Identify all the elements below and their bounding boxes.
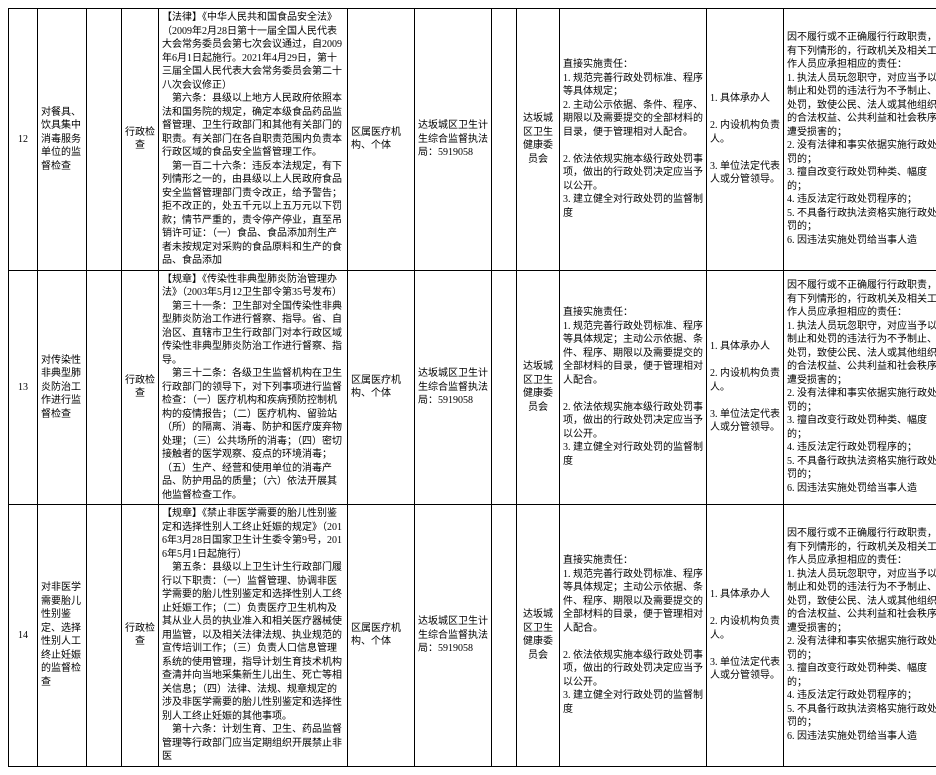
law-basis: 【法律】《中华人民共和国食品安全法》（2009年2月28日第十一届全国人民代表大… [159, 9, 348, 271]
region-authority: 达坂城区卫生健康委员会 [517, 505, 560, 767]
org-scope: 区属医疗机构、个体 [348, 270, 415, 505]
blank-cell [492, 505, 517, 767]
blank-cell [87, 9, 122, 271]
org-scope: 区属医疗机构、个体 [348, 505, 415, 767]
item-name: 对传染性非典型肺炎防治工作进行监督检查 [38, 270, 87, 505]
blank-cell [492, 9, 517, 271]
accountability-text: 因不履行或不正确履行行政职责，有下列情形的，行政机关及相关工作人员应承担相应的责… [784, 505, 936, 767]
person-text: 1. 具体承办人 2. 内设机构负责人。 3. 单位法定代表人或分管领导。 [707, 505, 784, 767]
region-authority: 达坂城区卫生健康委员会 [517, 270, 560, 505]
blank-cell [87, 270, 122, 505]
org-scope: 区属医疗机构、个体 [348, 9, 415, 271]
agency-info: 达坂城区卫生计生综合监督执法局：5919058 [415, 505, 492, 767]
person-text: 1. 具体承办人 2. 内设机构负责人。 3. 单位法定代表人或分管领导。 [707, 9, 784, 271]
row-index: 14 [9, 505, 38, 767]
table-row: 12对餐具、饮具集中消毒服务单位的监督检查行政检查【法律】《中华人民共和国食品安… [9, 9, 936, 271]
law-basis: 【规章】《传染性非典型肺炎防治管理办法》（2003年5月12卫生部令第35号发布… [159, 270, 348, 505]
item-name: 对非医学需要胎儿性别鉴定、选择性别人工终止妊娠的监督检查 [38, 505, 87, 767]
duty-text: 直接实施责任： 1. 规范完善行政处罚标准、程序等具体规定；主动公示依据、条件、… [560, 270, 707, 505]
table-row: 13对传染性非典型肺炎防治工作进行监督检查行政检查【规章】《传染性非典型肺炎防治… [9, 270, 936, 505]
duty-text: 直接实施责任： 1. 规范完善行政处罚标准、程序等具体规定； 2. 主动公示依据… [560, 9, 707, 271]
blank-cell [87, 505, 122, 767]
regulation-table: 12对餐具、饮具集中消毒服务单位的监督检查行政检查【法律】《中华人民共和国食品安… [8, 8, 936, 767]
row-index: 12 [9, 9, 38, 271]
duty-text: 直接实施责任： 1. 规范完善行政处罚标准、程序等具体规定；主动公示依据、条件、… [560, 505, 707, 767]
agency-info: 达坂城区卫生计生综合监督执法局：5919058 [415, 9, 492, 271]
check-type: 行政检查 [122, 9, 159, 271]
accountability-text: 因不履行或不正确履行行政职责，有下列情形的，行政机关及相关工作人员应承担相应的责… [784, 270, 936, 505]
region-authority: 达坂城区卫生健康委员会 [517, 9, 560, 271]
item-name: 对餐具、饮具集中消毒服务单位的监督检查 [38, 9, 87, 271]
check-type: 行政检查 [122, 505, 159, 767]
table-row: 14对非医学需要胎儿性别鉴定、选择性别人工终止妊娠的监督检查行政检查【规章】《禁… [9, 505, 936, 767]
blank-cell [492, 270, 517, 505]
row-index: 13 [9, 270, 38, 505]
person-text: 1. 具体承办人 2. 内设机构负责人。 3. 单位法定代表人或分管领导。 [707, 270, 784, 505]
agency-info: 达坂城区卫生计生综合监督执法局：5919058 [415, 270, 492, 505]
accountability-text: 因不履行或不正确履行行政职责，有下列情形的，行政机关及相关工作人员应承担相应的责… [784, 9, 936, 271]
check-type: 行政检查 [122, 270, 159, 505]
law-basis: 【规章】《禁止非医学需要的胎儿性别鉴定和选择性别人工终止妊娠的规定》（2016年… [159, 505, 348, 767]
